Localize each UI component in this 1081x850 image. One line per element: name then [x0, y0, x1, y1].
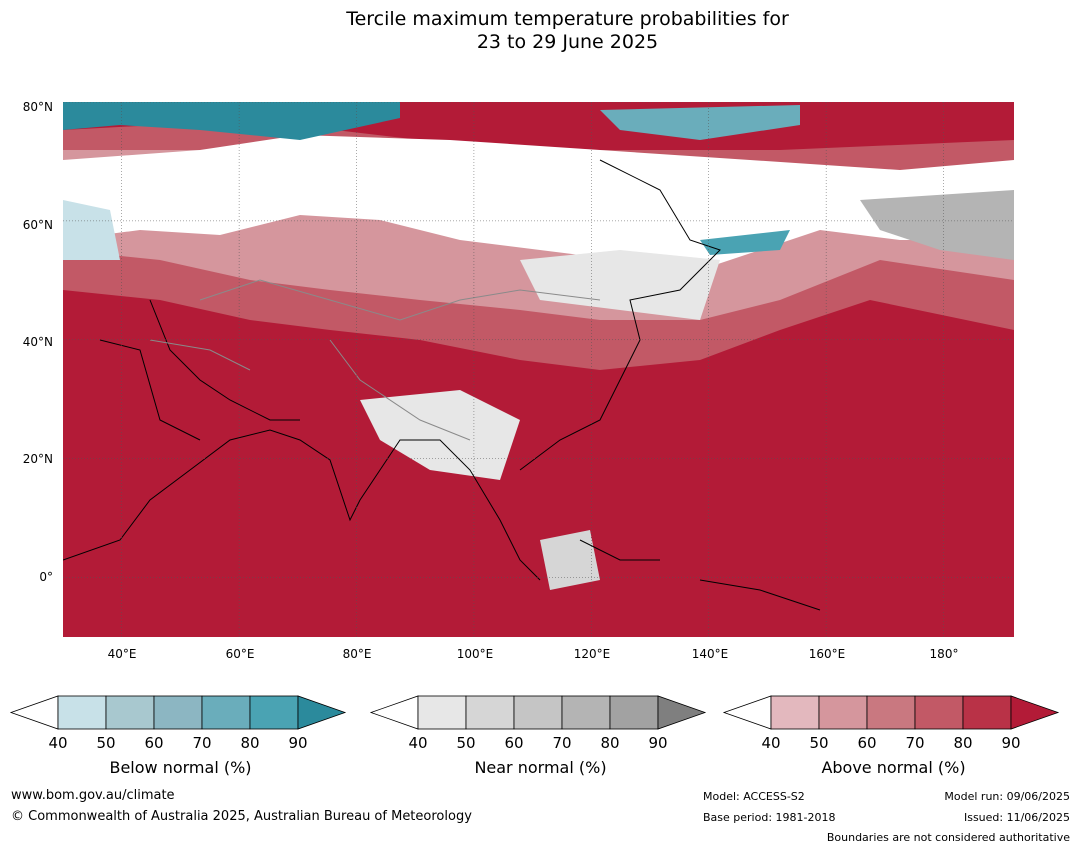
colorbar-segment: [417, 695, 467, 730]
colorbar-above-title: Above normal (%): [821, 758, 966, 777]
region-below-okhotsk: [700, 230, 790, 255]
region-near-tibet: [360, 390, 520, 480]
lat-label-20n: 20°N: [23, 452, 53, 466]
colorbar-extend-low: [9, 695, 59, 730]
lat-label-0: 0°: [39, 570, 53, 584]
gridlines: [63, 102, 1014, 637]
colorbar-tick-label: 90: [288, 734, 307, 752]
colorbar-tick-label: 60: [144, 734, 163, 752]
colorbar-below-normal: 40 50 60 70 80 90 Below normal (%): [8, 690, 353, 780]
colorbar-segment: [465, 695, 515, 730]
colorbar-tick-label: 60: [504, 734, 523, 752]
lon-label-180: 180°: [930, 647, 959, 661]
colorbar-segment: [818, 695, 868, 730]
lat-label-80n: 80°N: [23, 100, 53, 114]
colorbar-segment: [57, 695, 107, 730]
colorbar-extend-high: [1010, 695, 1060, 730]
colorbar-extend-low: [722, 695, 772, 730]
latitude-labels: 80°N 60°N 40°N 20°N 0°: [23, 100, 53, 584]
lon-label-60e: 60°E: [226, 647, 255, 661]
colorbar-extend-high: [297, 695, 347, 730]
colorbar-segment: [561, 695, 611, 730]
colorbar-tick-label: 90: [1001, 734, 1020, 752]
colorbar-tick-label: 40: [761, 734, 780, 752]
colorbar-tick-label: 90: [648, 734, 667, 752]
boundaries-note: Boundaries are not considered authoritat…: [826, 831, 1070, 844]
colorbar-segment: [153, 695, 203, 730]
lon-label-80e: 80°E: [343, 647, 372, 661]
colorbar-segment: [770, 695, 820, 730]
colorbar-near-title: Near normal (%): [474, 758, 607, 777]
colorbar-tick-label: 80: [600, 734, 619, 752]
colorbar-segment: [249, 695, 299, 730]
colorbar-segment: [201, 695, 251, 730]
region-near-borneo: [540, 530, 600, 590]
colorbar-tick-label: 40: [408, 734, 427, 752]
website-link[interactable]: www.bom.gov.au/climate: [11, 788, 175, 803]
colorbar-tick-label: 70: [192, 734, 211, 752]
colorbar-tick-label: 70: [552, 734, 571, 752]
colorbar-below-title: Below normal (%): [109, 758, 252, 777]
region-below-arctic-west: [63, 102, 400, 140]
colorbar-extend-low: [369, 695, 419, 730]
colorbar-segment: [914, 695, 964, 730]
colorbar-segment: [866, 695, 916, 730]
lon-label-40e: 40°E: [108, 647, 137, 661]
colorbar-above-svg: 40 50 60 70 80 90: [722, 695, 1060, 752]
chart-title: Tercile maximum temperature probabilitie…: [0, 8, 1081, 54]
region-below-arctic-east: [600, 105, 800, 140]
colorbar-tick-label: 80: [953, 734, 972, 752]
colorbar-tick-label: 70: [905, 734, 924, 752]
colorbar-near-normal: 40 50 60 70 80 90 Near normal (%): [368, 690, 713, 780]
colorbar-tick-label: 50: [96, 734, 115, 752]
coastlines: [63, 159, 821, 611]
colorbar-segment: [609, 695, 659, 730]
region-near-east: [860, 190, 1014, 260]
colorbar-tick-label: 80: [240, 734, 259, 752]
lon-label-100e: 100°E: [457, 647, 494, 661]
colorbar-segment: [962, 695, 1012, 730]
colorbar-above-normal: 40 50 60 70 80 90 Above normal (%): [721, 690, 1066, 780]
lon-label-140e: 140°E: [692, 647, 729, 661]
issued-text: Issued: 11/06/2025: [963, 811, 1070, 824]
title-line-2: 23 to 29 June 2025: [476, 31, 659, 53]
base-period-text: Base period: 1981-2018: [703, 811, 836, 824]
colorbar-tick-label: 50: [809, 734, 828, 752]
forecast-map: 80°N 60°N 40°N 20°N 0° 40°E 60°E 80°E 10…: [23, 100, 1014, 661]
map-field: [63, 102, 1014, 637]
colorbar-tick-label: 60: [857, 734, 876, 752]
title-line-1: Tercile maximum temperature probabilitie…: [346, 8, 789, 30]
region-below-scandinavia: [63, 200, 120, 260]
model-text: Model: ACCESS-S2: [703, 790, 805, 803]
country-borders: [149, 279, 601, 441]
colorbar-extend-high: [657, 695, 707, 730]
lon-label-120e: 120°E: [574, 647, 611, 661]
region-near-mongolia: [520, 250, 720, 320]
colorbar-near-svg: 40 50 60 70 80 90: [369, 695, 707, 752]
longitude-labels: 40°E 60°E 80°E 100°E 120°E 140°E 160°E 1…: [108, 647, 959, 661]
lon-label-160e: 160°E: [809, 647, 846, 661]
colorbar-tick-label: 40: [48, 734, 67, 752]
colorbar-segment: [105, 695, 155, 730]
colorbar-segment: [513, 695, 563, 730]
colorbar-tick-label: 50: [456, 734, 475, 752]
model-run-text: Model run: 09/06/2025: [944, 790, 1070, 803]
copyright-text: © Commonwealth of Australia 2025, Austra…: [11, 809, 472, 824]
colorbar-below-svg: 40 50 60 70 80 90: [9, 695, 347, 752]
lat-label-40n: 40°N: [23, 335, 53, 349]
lat-label-60n: 60°N: [23, 218, 53, 232]
